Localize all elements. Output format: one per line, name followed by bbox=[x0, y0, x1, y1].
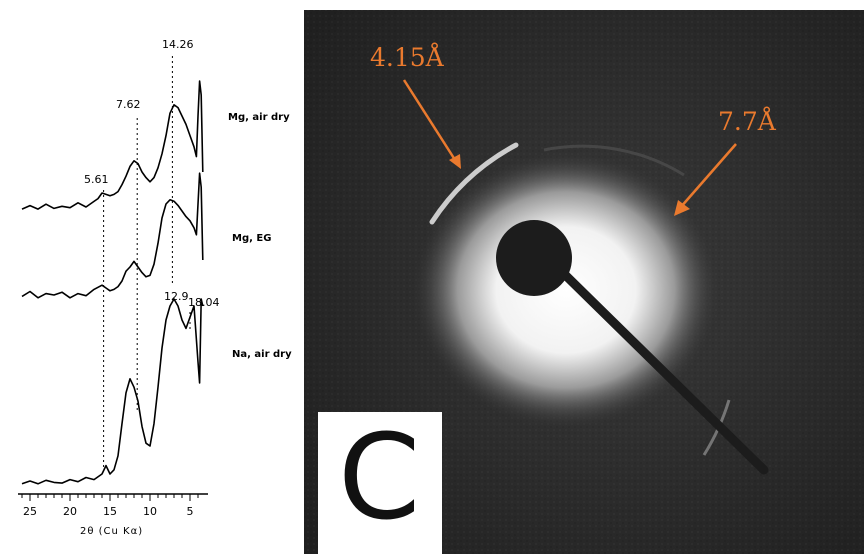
x-tick-label: 20 bbox=[63, 505, 77, 518]
trace-mg-eg bbox=[21, 172, 204, 299]
diffraction-pattern bbox=[411, 142, 769, 475]
trace-label-mg-eg: Mg, EG bbox=[232, 233, 271, 244]
xrd-traces bbox=[21, 80, 204, 485]
diffraction-photo-panel: C 4.15Å 7.7Å bbox=[304, 0, 864, 554]
arrow-head bbox=[674, 200, 690, 216]
peak-label-18-04: 18.04 bbox=[188, 296, 220, 309]
trace-label-na-air-dry: Na, air dry bbox=[232, 349, 292, 360]
diffraction-photo: C 4.15Å 7.7Å bbox=[304, 0, 864, 554]
peak-label-14-26: 14.26 bbox=[162, 38, 194, 51]
x-tick-label: 5 bbox=[187, 505, 194, 518]
plate-label-card bbox=[318, 412, 442, 554]
annotation-4-15-text: 4.15Å bbox=[370, 42, 445, 72]
annotation-7-7-text: 7.7Å bbox=[718, 106, 777, 136]
peak-label-12-9: 12.9 bbox=[164, 290, 189, 303]
x-tick-label: 25 bbox=[23, 505, 37, 518]
peak-label-5-61: 5.61 bbox=[84, 173, 109, 186]
beam-stop-rod bbox=[547, 257, 769, 475]
beam-stop bbox=[496, 220, 572, 296]
trace-label-mg-air-dry: Mg, air dry bbox=[228, 112, 290, 123]
x-axis: 25 20 15 10 5 bbox=[18, 493, 208, 518]
x-tick-label: 15 bbox=[103, 505, 117, 518]
x-tick-label: 10 bbox=[143, 505, 157, 518]
xrd-pattern-panel: 25 20 15 10 5 14.26 7.62 5.61 12.9 18.04 Mg,… bbox=[0, 0, 308, 554]
arrow-head bbox=[449, 154, 461, 169]
arc-4-15 bbox=[429, 142, 519, 225]
annotation-4-15: 4.15Å bbox=[370, 42, 461, 169]
x-axis-label: 2θ (Cu Kα) bbox=[80, 526, 143, 537]
peak-guide-lines bbox=[103, 56, 191, 470]
ring-7-7 bbox=[543, 144, 685, 177]
central-halo bbox=[411, 150, 721, 430]
peak-label-7-62: 7.62 bbox=[116, 98, 141, 111]
trace-na-air-dry bbox=[21, 298, 204, 485]
annotation-7-7: 7.7Å bbox=[674, 106, 777, 216]
plate-letter: C bbox=[338, 408, 420, 546]
xrd-chart: 25 20 15 10 5 14.26 7.62 5.61 12.9 18.04 Mg,… bbox=[18, 38, 292, 537]
trace-mg-air-dry bbox=[21, 80, 204, 210]
